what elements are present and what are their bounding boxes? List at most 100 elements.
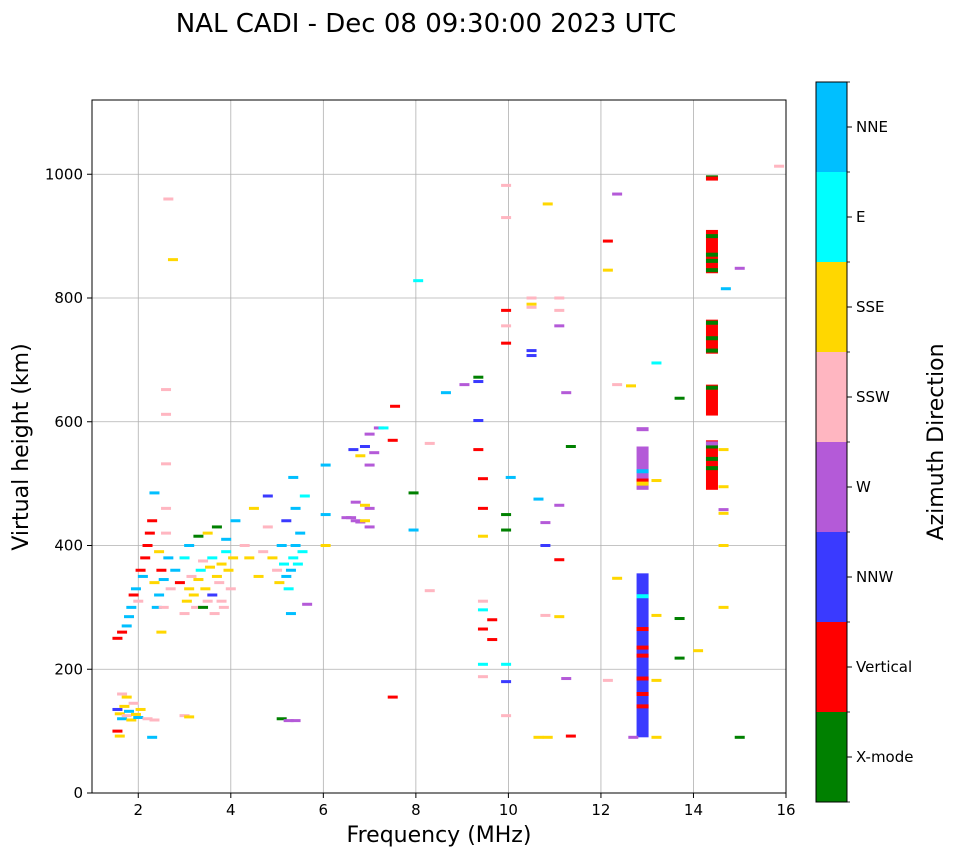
data-point (117, 717, 128, 721)
data-point (156, 630, 167, 634)
data-point (114, 712, 125, 716)
data-point (283, 587, 294, 591)
data-point (636, 481, 649, 486)
data-point (279, 562, 290, 566)
data-point (126, 605, 137, 609)
data-point (364, 432, 375, 436)
data-point (181, 599, 192, 603)
data-point (636, 692, 649, 696)
data-point (262, 494, 273, 498)
data-point (720, 287, 731, 291)
y-tick-label: 0 (73, 784, 83, 802)
data-point (191, 605, 202, 609)
data-point (248, 506, 259, 510)
data-point (473, 419, 484, 423)
data-point (561, 391, 572, 395)
data-point (149, 718, 160, 722)
data-point (262, 525, 273, 529)
x-tick-label: 16 (776, 801, 795, 819)
data-point (636, 427, 649, 432)
data-point (540, 613, 551, 617)
data-point (651, 361, 662, 365)
data-point (158, 578, 169, 582)
x-tick-label: 6 (319, 801, 329, 819)
data-point (230, 519, 241, 523)
data-point (718, 544, 729, 547)
data-point (320, 513, 331, 517)
data-point (158, 605, 169, 609)
data-point (501, 341, 512, 345)
data-point (170, 568, 181, 572)
data-point (705, 320, 718, 325)
data-point (542, 202, 553, 206)
data-point (124, 709, 135, 713)
data-point (184, 587, 195, 591)
data-point (137, 574, 148, 578)
data-point (718, 605, 729, 609)
data-point (602, 268, 613, 272)
colorbar-label: Azimuth Direction (924, 343, 949, 540)
data-point (209, 612, 220, 616)
data-point (202, 599, 213, 603)
data-point (281, 574, 292, 578)
data-point (705, 385, 718, 390)
y-tick-label: 1000 (45, 165, 83, 183)
data-point (424, 441, 435, 445)
y-tick-label: 400 (54, 537, 83, 555)
data-point (359, 519, 370, 523)
data-point (198, 559, 209, 563)
data-point (119, 704, 130, 708)
data-point (128, 593, 139, 597)
data-point (292, 562, 303, 566)
data-point (288, 556, 299, 560)
data-point (540, 521, 551, 525)
data-point (184, 544, 195, 547)
data-point (734, 735, 745, 739)
data-point (705, 234, 718, 239)
data-point (320, 544, 331, 547)
x-tick-label: 12 (591, 801, 610, 819)
data-point (163, 556, 174, 560)
data-point (718, 511, 729, 515)
data-marks (112, 164, 785, 739)
data-point (636, 704, 649, 709)
colorbar-label-x-mode: X-mode (856, 748, 913, 766)
data-point (501, 183, 512, 187)
data-point (378, 426, 389, 430)
data-point (705, 466, 718, 471)
data-point (390, 404, 401, 408)
x-tick-label: 4 (226, 801, 236, 819)
data-point (130, 587, 141, 591)
data-point (413, 279, 424, 283)
data-column (705, 440, 718, 490)
data-point (565, 445, 576, 448)
data-point (276, 717, 287, 721)
data-point (216, 599, 227, 603)
data-point (161, 388, 172, 392)
data-point (128, 701, 139, 705)
colorbar-segment (816, 82, 847, 172)
data-point (487, 638, 498, 642)
data-point (223, 568, 234, 572)
data-point (533, 735, 544, 739)
data-point (186, 574, 197, 578)
data-point (142, 717, 153, 721)
data-point (501, 308, 512, 312)
data-point (626, 384, 637, 388)
x-tick-label: 2 (133, 801, 143, 819)
data-point (651, 735, 662, 739)
data-point (281, 519, 292, 523)
data-point (174, 581, 185, 585)
data-point (112, 636, 123, 640)
data-point (542, 735, 553, 739)
data-point (221, 537, 232, 541)
data-point (258, 550, 269, 554)
data-point (651, 479, 662, 483)
data-point (207, 556, 218, 560)
y-tick-label: 800 (54, 289, 83, 307)
data-point (477, 477, 488, 481)
x-tick-label: 8 (411, 801, 421, 819)
y-axis-ticks: 0 200 400 600 800 1000 (45, 165, 92, 802)
data-point (121, 624, 132, 628)
data-point (117, 630, 128, 634)
